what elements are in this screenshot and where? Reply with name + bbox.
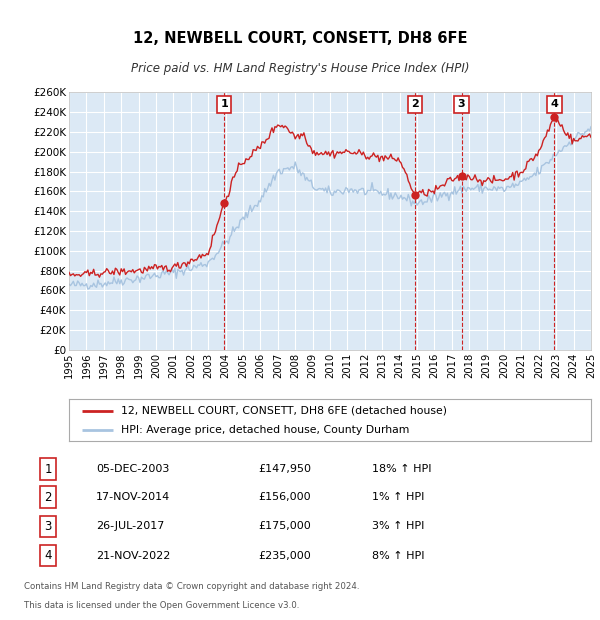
Text: 12, NEWBELL COURT, CONSETT, DH8 6FE: 12, NEWBELL COURT, CONSETT, DH8 6FE — [133, 31, 467, 46]
Text: 4: 4 — [550, 99, 558, 109]
Text: 3: 3 — [44, 520, 52, 533]
Text: 17-NOV-2014: 17-NOV-2014 — [96, 492, 170, 502]
Text: £156,000: £156,000 — [258, 492, 311, 502]
Text: 4: 4 — [44, 549, 52, 562]
Text: £175,000: £175,000 — [258, 521, 311, 531]
Text: 3: 3 — [458, 99, 466, 109]
Text: 1% ↑ HPI: 1% ↑ HPI — [372, 492, 424, 502]
Text: 3% ↑ HPI: 3% ↑ HPI — [372, 521, 424, 531]
Text: 26-JUL-2017: 26-JUL-2017 — [96, 521, 164, 531]
Text: 1: 1 — [44, 463, 52, 476]
Text: HPI: Average price, detached house, County Durham: HPI: Average price, detached house, Coun… — [121, 425, 410, 435]
Text: 21-NOV-2022: 21-NOV-2022 — [96, 551, 170, 560]
Text: 2: 2 — [44, 490, 52, 503]
Text: 1: 1 — [220, 99, 228, 109]
Text: 18% ↑ HPI: 18% ↑ HPI — [372, 464, 431, 474]
Text: £147,950: £147,950 — [258, 464, 311, 474]
Text: Price paid vs. HM Land Registry's House Price Index (HPI): Price paid vs. HM Land Registry's House … — [131, 62, 469, 75]
Text: 12, NEWBELL COURT, CONSETT, DH8 6FE (detached house): 12, NEWBELL COURT, CONSETT, DH8 6FE (det… — [121, 405, 447, 415]
Text: 2: 2 — [411, 99, 419, 109]
Text: 05-DEC-2003: 05-DEC-2003 — [96, 464, 169, 474]
Text: 8% ↑ HPI: 8% ↑ HPI — [372, 551, 425, 560]
Text: This data is licensed under the Open Government Licence v3.0.: This data is licensed under the Open Gov… — [24, 601, 299, 610]
Text: £235,000: £235,000 — [258, 551, 311, 560]
Text: Contains HM Land Registry data © Crown copyright and database right 2024.: Contains HM Land Registry data © Crown c… — [24, 582, 359, 591]
